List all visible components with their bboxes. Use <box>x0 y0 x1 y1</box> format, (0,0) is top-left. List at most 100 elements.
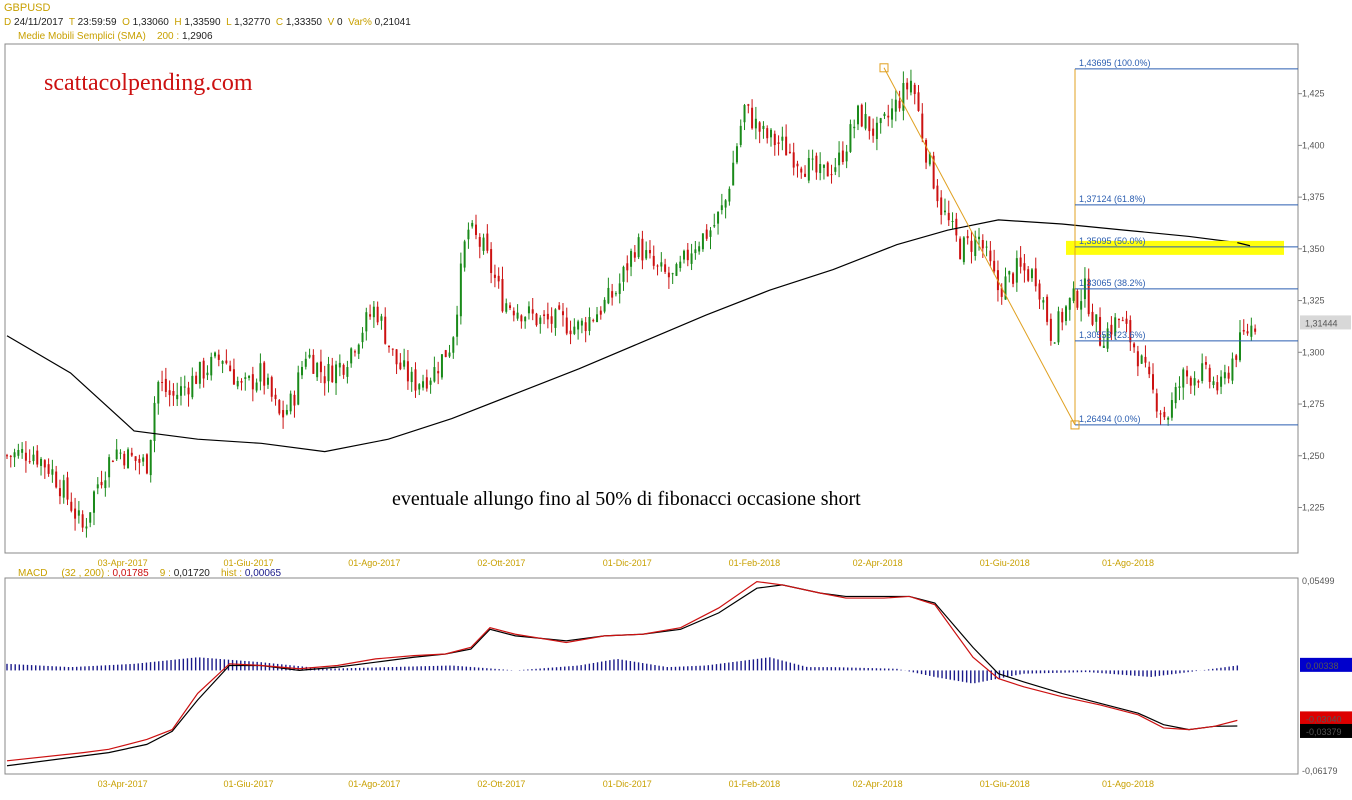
y-tick-label: 1,325 <box>1302 296 1325 306</box>
candle-body <box>274 394 277 400</box>
candle-body <box>512 310 515 316</box>
macd-x-tick-label: 01-Giu-2018 <box>980 779 1030 789</box>
ohlc-readout: D 24/11/2017 T 23:59:59 O 1,33060 H 1,33… <box>4 17 411 28</box>
candle-body <box>240 381 243 383</box>
candle-body <box>289 393 292 412</box>
candle-body <box>550 316 553 324</box>
candle-body <box>202 360 205 379</box>
candle-body <box>909 80 912 93</box>
candle-body <box>891 108 894 120</box>
fib-level-label: 1,30553 (23.6%) <box>1079 330 1146 340</box>
candle-body <box>28 461 31 463</box>
price-y-axis: 1,425 1,400 1,375 1,350 1,325 1,300 1,275 1,250… <box>1298 89 1325 512</box>
candle-body <box>376 306 379 323</box>
candle-body <box>251 374 254 390</box>
open-key: O <box>122 17 130 28</box>
candle-body <box>164 378 167 392</box>
candle-body <box>822 164 825 168</box>
macd-panel-frame <box>4 577 1299 775</box>
candle-body <box>709 230 712 237</box>
macd-value-box <box>1300 711 1352 726</box>
candle-body <box>735 146 738 163</box>
candle-body <box>452 337 455 353</box>
candle-body <box>448 352 451 357</box>
candle-body <box>40 458 43 466</box>
candle-body <box>21 449 24 453</box>
candle-body <box>1091 311 1094 325</box>
candle-body <box>236 380 239 387</box>
candle-body <box>1144 356 1147 363</box>
candle-body <box>145 454 148 474</box>
candle-body <box>24 452 27 461</box>
candle-body <box>259 363 262 382</box>
candle-body <box>906 82 909 90</box>
candle-body <box>96 484 99 489</box>
candle-body <box>13 452 16 458</box>
candle-body <box>630 250 633 267</box>
candle-body <box>713 225 716 227</box>
candle-body <box>1110 324 1113 335</box>
candle-body <box>1065 306 1068 322</box>
candle-body <box>47 464 50 474</box>
candle-body <box>1227 372 1230 379</box>
candle-body <box>206 372 209 376</box>
candle-body <box>879 118 882 124</box>
low-value: 1,32770 <box>234 17 271 28</box>
macd-params: (32 , 200) : <box>61 568 110 579</box>
candle-body <box>618 283 621 294</box>
candle-body <box>955 218 958 236</box>
fibonacci-layer: 1,43695 (100.0%) 1,37124 (61.8%) 1,35095 (… <box>879 58 1298 430</box>
candle-body <box>1057 311 1060 343</box>
candle-body <box>887 115 890 118</box>
candle-body <box>807 158 810 181</box>
candle-body <box>792 152 795 168</box>
candle-body <box>384 316 387 344</box>
candle-body <box>543 314 546 316</box>
fib-level-label: 1,35095 (50.0%) <box>1079 236 1146 246</box>
candle-body <box>652 255 655 266</box>
volume-key: V <box>327 17 335 28</box>
candle-body <box>743 105 746 123</box>
candle-body <box>1250 325 1253 337</box>
candle-body <box>928 153 931 165</box>
last-price-box <box>1300 315 1351 330</box>
candle-body <box>293 394 296 406</box>
candle-body <box>214 352 217 357</box>
macd-y-axis: 0,05499 -0,06179 <box>1302 576 1338 776</box>
macd-x-tick-label: 01-Ago-2018 <box>1102 779 1154 789</box>
macd-x-tick-label: 01-Giu-2017 <box>223 779 273 789</box>
candle-body <box>868 116 871 132</box>
candle-body <box>584 322 587 332</box>
candle-body <box>611 291 614 298</box>
chart-annotation: eventuale allungo fino al 50% di fibonac… <box>392 488 861 510</box>
candle-body <box>626 263 629 271</box>
candle-body <box>1095 314 1098 322</box>
candle-body <box>9 455 12 457</box>
candle-body <box>319 361 322 373</box>
candle-body <box>1167 417 1170 420</box>
candle-body <box>372 306 375 318</box>
candle-body <box>62 480 65 498</box>
hist-key: hist : <box>220 568 243 579</box>
candle-body <box>819 164 822 174</box>
candle-body <box>486 233 489 251</box>
candle-body <box>100 481 103 486</box>
candle-body <box>894 99 897 112</box>
volume-value: 0 <box>337 17 343 28</box>
candle-body <box>656 265 659 267</box>
candle-body <box>32 454 35 462</box>
candle-body <box>1223 372 1226 379</box>
candle-body <box>335 364 338 384</box>
candle-body <box>577 321 580 330</box>
candle-body <box>327 363 330 382</box>
macd-y-tick-label: -0,06179 <box>1302 766 1338 776</box>
x-tick-label: 03-Apr-2017 <box>98 558 148 568</box>
sma-layer <box>6 219 1238 453</box>
candle-body <box>1004 276 1007 300</box>
candle-body <box>111 460 114 462</box>
date-value: 24/11/2017 <box>14 17 64 28</box>
candle-body <box>1246 331 1249 334</box>
candle-body <box>127 449 130 469</box>
candle-body <box>168 390 171 396</box>
candle-body <box>467 229 470 240</box>
